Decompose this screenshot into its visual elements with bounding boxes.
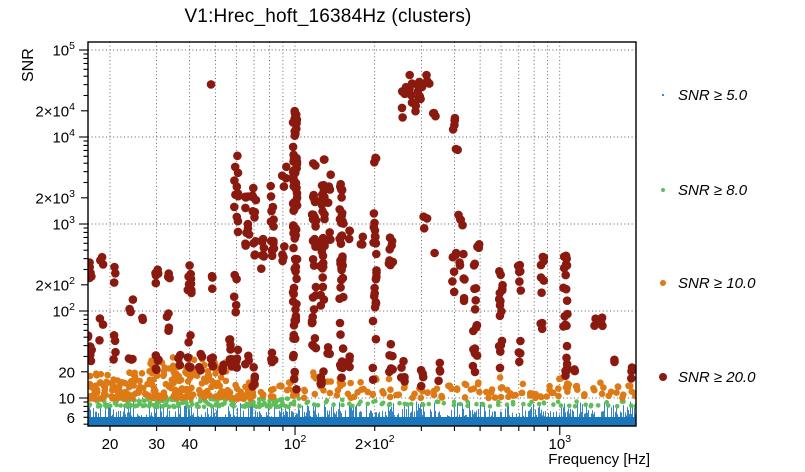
- x-axis-title: Frequency [Hz]: [548, 451, 650, 468]
- legend-marker-snr5-icon: [662, 94, 664, 96]
- svg-text:105: 105: [52, 40, 75, 60]
- svg-text:104: 104: [52, 127, 75, 147]
- svg-text:103: 103: [549, 433, 572, 453]
- data-layers: [88, 70, 636, 426]
- legend-label: SNR ≥ 10.0: [678, 274, 756, 292]
- svg-text:2×104: 2×104: [35, 101, 75, 121]
- chart-title: V1:Hrec_hoft_16384Hz (clusters): [184, 6, 472, 27]
- legend-label: SNR ≥ 8.0: [678, 181, 748, 199]
- svg-text:2×102: 2×102: [35, 275, 75, 295]
- svg-text:2×103: 2×103: [35, 188, 75, 208]
- svg-text:10: 10: [58, 391, 75, 408]
- legend-label: SNR ≥ 5.0: [678, 86, 748, 104]
- legend-item-snr20: SNR ≥ 20.0: [648, 367, 755, 387]
- svg-text:30: 30: [148, 436, 165, 453]
- svg-text:103: 103: [52, 214, 75, 234]
- svg-text:40: 40: [181, 436, 198, 453]
- tick-marks: [79, 49, 561, 435]
- legend-marker-snr20-icon: [658, 372, 668, 382]
- legend-item-snr5: SNR ≥ 5.0: [648, 85, 747, 105]
- series-snr10: [88, 354, 636, 403]
- plot-frame: [87, 41, 637, 427]
- gridlines: [88, 42, 636, 426]
- svg-text:2×102: 2×102: [355, 433, 395, 453]
- legend-item-snr8: SNR ≥ 8.0: [648, 180, 747, 200]
- legend: SNR ≥ 5.0 SNR ≥ 8.0 SNR ≥ 10.0 SNR ≥ 20.…: [648, 0, 805, 472]
- svg-text:102: 102: [52, 301, 75, 321]
- svg-text:20: 20: [58, 364, 75, 381]
- tick-labels: 6 10 20 102 2×102 103 2×103 104 2×104 105 20 30 40 10…: [35, 40, 571, 453]
- svg-text:20: 20: [102, 436, 119, 453]
- legend-marker-snr10-icon: [659, 279, 667, 287]
- legend-marker-snr8-icon: [660, 187, 666, 193]
- series-snr20: [88, 70, 636, 394]
- legend-label: SNR ≥ 20.0: [678, 368, 756, 386]
- svg-text:6: 6: [67, 410, 75, 427]
- svg-text:102: 102: [284, 433, 307, 453]
- legend-item-snr10: SNR ≥ 10.0: [648, 273, 755, 293]
